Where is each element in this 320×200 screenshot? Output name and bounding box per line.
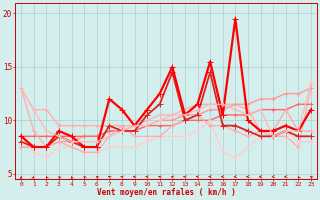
X-axis label: Vent moyen/en rafales ( km/h ): Vent moyen/en rafales ( km/h ) — [97, 188, 236, 197]
